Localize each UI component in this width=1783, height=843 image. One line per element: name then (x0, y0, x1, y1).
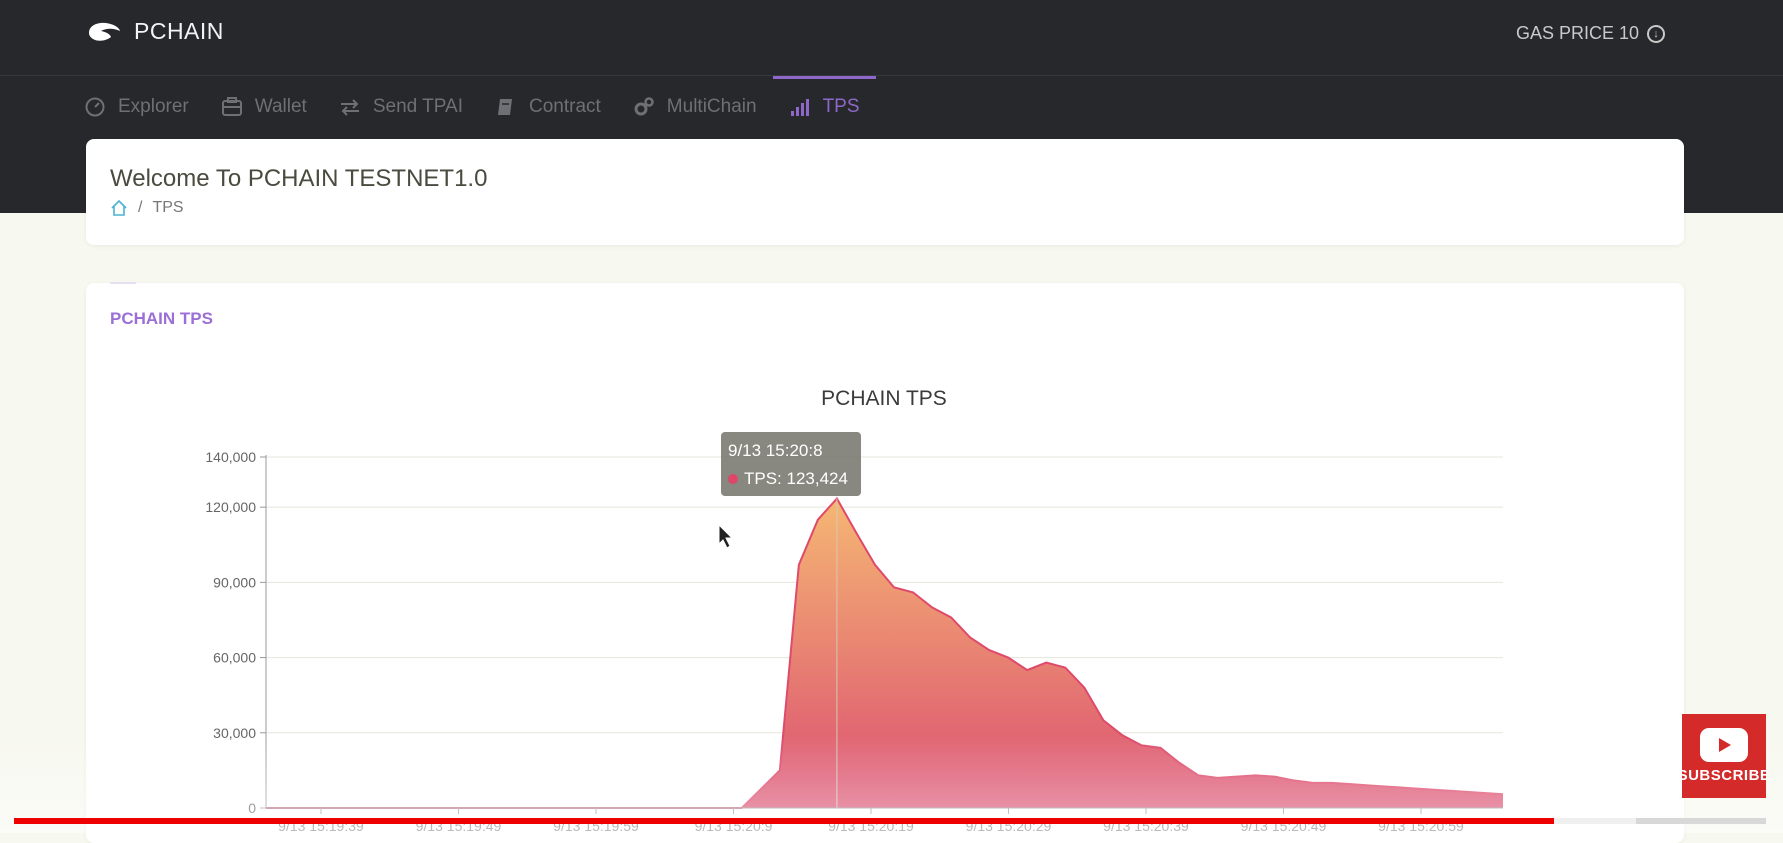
tab-explorer-label: Explorer (118, 96, 189, 117)
page-header-card: Welcome To PCHAIN TESTNET1.0 / TPS (86, 139, 1684, 245)
chart-title: PCHAIN TPS (821, 387, 947, 410)
y-tick-label: 0 (248, 800, 256, 816)
tab-tps-label: TPS (822, 96, 860, 117)
tab-tps[interactable]: TPS (772, 76, 876, 138)
y-tick-label: 140,000 (205, 449, 256, 465)
wallet-icon (221, 97, 242, 116)
tab-wallet-label: Wallet (254, 96, 307, 117)
header-divider (0, 75, 1783, 76)
tooltip-time: 9/13 15:20:8 (728, 441, 823, 460)
tab-contract-label: Contract (528, 96, 601, 117)
gas-price-label: GAS PRICE 10 (1515, 23, 1639, 43)
gears-icon (634, 97, 654, 116)
home-icon[interactable] (110, 199, 128, 217)
brand-logo[interactable]: PCHAIN (86, 18, 224, 45)
tab-wallet[interactable]: Wallet (205, 76, 323, 138)
arrow-down-circle-icon[interactable]: ↓ (1647, 24, 1665, 43)
card-tab-indicator (110, 282, 136, 284)
tab-multichain-label: MultiChain (666, 96, 757, 117)
signal-bars-icon (790, 99, 809, 116)
subscribe-label: SUBSCRIBE (1677, 767, 1771, 784)
page-title: Welcome To PCHAIN TESTNET1.0 (110, 165, 488, 192)
gas-price[interactable]: GAS PRICE 10 ↓ (1516, 23, 1665, 44)
brand-name: PCHAIN (134, 18, 224, 44)
pchain-logo-icon (89, 22, 120, 41)
tab-send-tpai-label: Send TPAI (372, 96, 463, 117)
tooltip-value: TPS: 123,424 (744, 469, 848, 488)
series-dot-icon (728, 474, 738, 484)
tab-contract[interactable]: Contract (479, 76, 617, 138)
chart-tooltip: 9/13 15:20:8 TPS: 123,424 (721, 432, 861, 496)
tab-send-tpai[interactable]: Send TPAI (323, 76, 479, 138)
breadcrumb-current: TPS (152, 199, 184, 216)
main-nav: Explorer Wallet Send TPAI Contract (84, 76, 876, 138)
transfer-arrows-icon (340, 99, 359, 116)
chart-card-title: PCHAIN TPS (110, 309, 213, 328)
breadcrumb-separator: / (138, 199, 143, 216)
speedometer-icon (85, 97, 105, 117)
tab-multichain[interactable]: MultiChain (617, 76, 773, 138)
y-tick-label: 120,000 (205, 499, 256, 515)
series-area-tps (266, 498, 1503, 808)
video-progress-bar[interactable] (14, 818, 1554, 824)
youtube-play-icon (1700, 728, 1748, 762)
breadcrumb: / TPS (110, 199, 184, 217)
y-tick-label: 90,000 (213, 574, 256, 590)
subscribe-button[interactable]: SUBSCRIBE (1678, 714, 1770, 798)
book-icon (497, 99, 512, 115)
y-tick-label: 60,000 (213, 650, 256, 666)
tab-explorer[interactable]: Explorer (84, 76, 205, 138)
y-tick-label: 30,000 (213, 725, 256, 741)
